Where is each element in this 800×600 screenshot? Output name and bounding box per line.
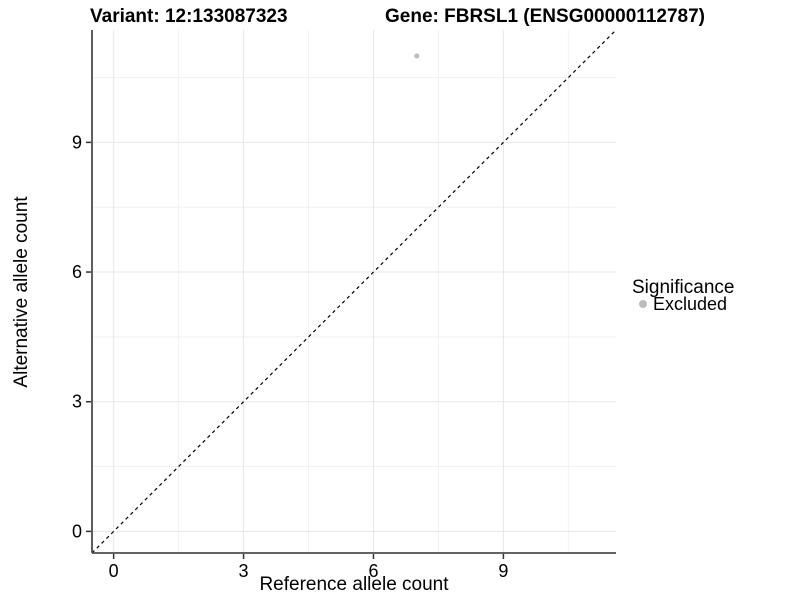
- x-tick-label: 6: [368, 561, 378, 581]
- y-tick-label: 6: [72, 262, 82, 282]
- identity-line: [91, 29, 617, 554]
- legend-key-dot: [639, 300, 647, 308]
- y-tick-label: 9: [72, 132, 82, 152]
- gene-title: Gene: FBRSL1 (ENSG00000112787): [385, 6, 705, 27]
- y-tick-label: 0: [72, 521, 82, 541]
- y-tick-label: 3: [72, 392, 82, 412]
- x-tick-label: 3: [239, 561, 249, 581]
- reference-line-layer: [91, 29, 617, 554]
- data-point: [414, 53, 420, 59]
- x-tick-label: 0: [109, 561, 119, 581]
- grid-layer: [92, 30, 616, 553]
- x-axis-title: Reference allele count: [259, 574, 449, 595]
- legend-title: Significance: [632, 277, 734, 298]
- legend-item-excluded: Excluded: [653, 294, 727, 314]
- variant-title: Variant: 12:133087323: [90, 6, 288, 27]
- legend: Significance Excluded: [632, 277, 734, 314]
- axes-layer: 0 3 6 9 0 3 6 9: [72, 30, 616, 581]
- y-axis-title: Alternative allele count: [11, 196, 32, 388]
- points-layer: [414, 53, 420, 59]
- x-tick-label: 9: [498, 561, 508, 581]
